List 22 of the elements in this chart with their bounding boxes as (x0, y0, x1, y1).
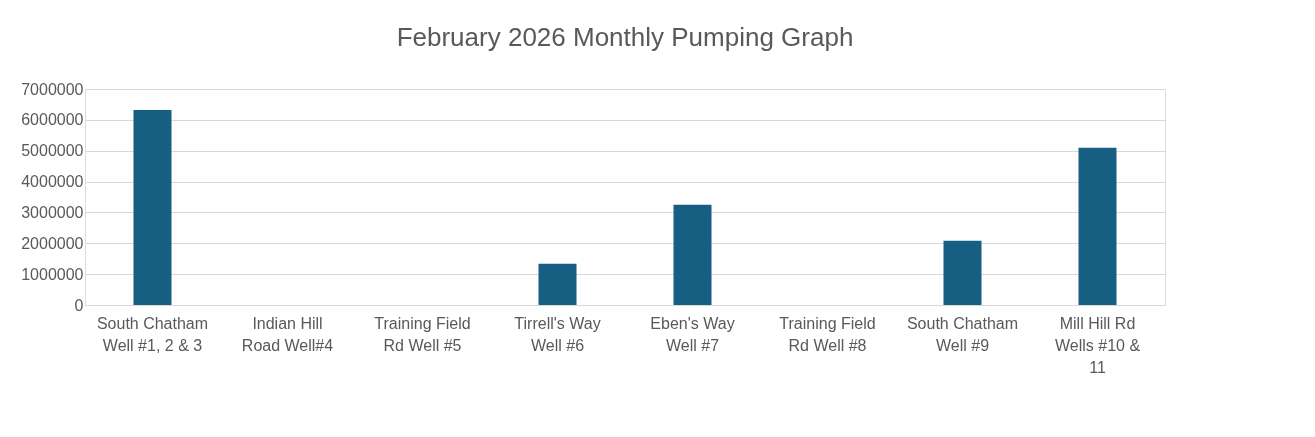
bar (1078, 147, 1117, 305)
bar (673, 204, 712, 305)
chart-title: February 2026 Monthly Pumping Graph (396, 22, 854, 52)
y-tick-label: 0 (74, 296, 84, 314)
y-tick-label: 7000000 (21, 80, 84, 98)
x-tick-label: Training Field Rd Well #5 (374, 314, 471, 354)
y-tick-label: 5000000 (21, 142, 84, 160)
bar (538, 263, 577, 305)
x-tick-label: South Chatham Well #1, 2 & 3 (96, 314, 209, 354)
y-tick-label: 6000000 (21, 111, 84, 129)
x-tick-label: Training Field Rd Well #8 (779, 314, 876, 354)
x-tick-label: Mill Hill Rd Wells #10 & 11 (1054, 314, 1141, 376)
x-tick-label: Indian Hill Road Well#4 (241, 314, 334, 354)
y-tick-label: 2000000 (21, 234, 84, 252)
y-tick-label: 4000000 (21, 173, 84, 191)
x-tick-label: Eben's Way Well #7 (650, 314, 735, 354)
y-tick-label: 1000000 (21, 265, 84, 283)
bar (133, 109, 172, 305)
x-tick-label: South Chatham Well #9 (906, 314, 1019, 354)
y-tick-label: 3000000 (21, 203, 84, 221)
bar (943, 240, 982, 305)
x-tick-label: Tirrell's Way Well #6 (514, 314, 601, 354)
